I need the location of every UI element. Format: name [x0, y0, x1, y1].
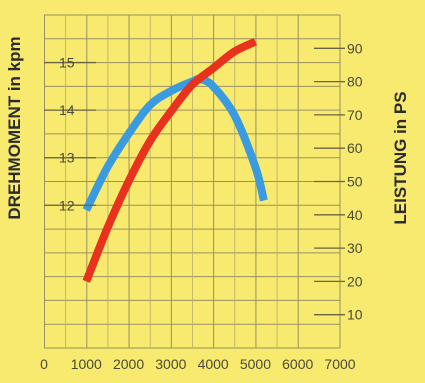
x-tick-label: 1000	[71, 356, 102, 372]
x-tick-label: 3000	[155, 356, 186, 372]
left-tick-label: 12	[59, 197, 75, 213]
right-tick-label: 90	[347, 40, 363, 56]
series-layer	[82, 37, 268, 283]
right-tick-label: 40	[347, 207, 363, 223]
x-tick-label: 6000	[282, 356, 313, 372]
left-tick-label: 14	[59, 102, 75, 118]
x-tick-label: 7000	[324, 356, 355, 372]
x-ticks: 0 1000 2000 3000 4000 5000 6000 7000	[40, 356, 356, 372]
right-tick-label: 30	[347, 240, 363, 256]
left-axis-title: DREHMOMENT in kpm	[5, 36, 24, 219]
x-tick-label: 4000	[198, 356, 229, 372]
right-tick-label: 10	[347, 307, 363, 323]
left-tick-label: 15	[59, 55, 75, 71]
left-ticks: 12 13 14 15	[44, 55, 96, 213]
x-tick-label: 5000	[240, 356, 271, 372]
x-tick-label: 0	[40, 356, 48, 372]
right-tick-label: 20	[347, 273, 363, 289]
right-tick-label: 70	[347, 107, 363, 123]
right-tick-label: 60	[347, 140, 363, 156]
right-ticks: 10 20 30 40 50 60 70 80 90	[314, 40, 363, 323]
right-axis-title: LEISTUNG in PS	[391, 91, 410, 224]
right-tick-label: 80	[347, 74, 363, 90]
power-curve-line	[82, 37, 258, 283]
right-tick-label: 50	[347, 174, 363, 190]
left-tick-label: 13	[59, 150, 75, 166]
x-tick-label: 2000	[113, 356, 144, 372]
